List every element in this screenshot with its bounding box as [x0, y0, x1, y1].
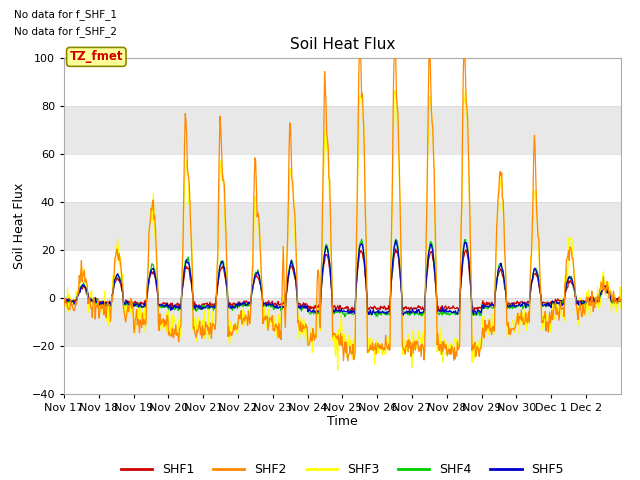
Y-axis label: Soil Heat Flux: Soil Heat Flux [13, 182, 26, 269]
Legend: SHF1, SHF2, SHF3, SHF4, SHF5: SHF1, SHF2, SHF3, SHF4, SHF5 [116, 458, 569, 480]
Bar [64, 106, 621, 154]
Text: No data for f_SHF_1: No data for f_SHF_1 [14, 9, 117, 20]
Title: Soil Heat Flux: Soil Heat Flux [290, 37, 395, 52]
Bar [64, 298, 621, 346]
Text: TZ_fmet: TZ_fmet [70, 50, 123, 63]
Text: No data for f_SHF_2: No data for f_SHF_2 [14, 26, 117, 37]
X-axis label: Time: Time [327, 415, 358, 429]
Bar [64, 202, 621, 250]
